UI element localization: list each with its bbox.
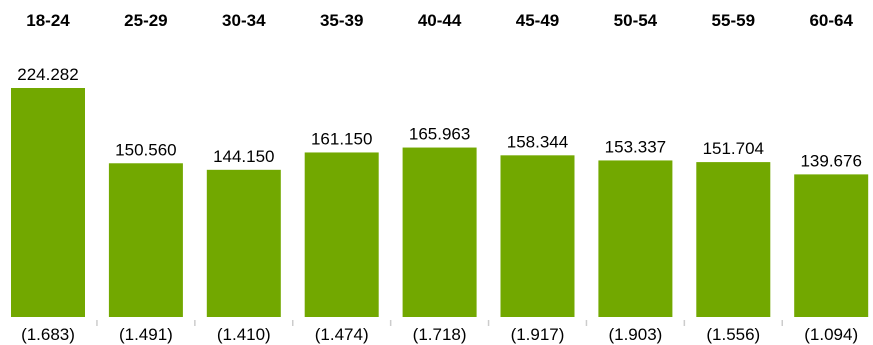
separators — [96, 320, 783, 326]
bar-25-29 — [108, 163, 183, 317]
category-label: 45-49 — [516, 11, 559, 30]
category-label: 18-24 — [26, 11, 70, 30]
secondary-label: (1.903) — [608, 325, 662, 344]
value-label: 153.337 — [605, 137, 666, 156]
secondary-label: (1.917) — [511, 325, 565, 344]
value-label: 144.150 — [213, 147, 274, 166]
value-label: 150.560 — [115, 140, 176, 159]
secondary-label: (1.491) — [119, 325, 173, 344]
value-label: 165.963 — [409, 125, 470, 144]
bar-40-44 — [402, 147, 477, 317]
secondary-label: (1.556) — [706, 325, 760, 344]
category-label: 55-59 — [712, 11, 755, 30]
secondary-label: (1.410) — [217, 325, 271, 344]
category-label: 35-39 — [320, 11, 363, 30]
secondary-label: (1.094) — [804, 325, 858, 344]
value-label: 158.344 — [507, 132, 568, 151]
category-label: 60-64 — [809, 11, 853, 30]
bar-35-39 — [304, 152, 379, 317]
category-label: 50-54 — [614, 11, 658, 30]
category-label: 40-44 — [418, 11, 462, 30]
bar-45-49 — [500, 155, 575, 317]
bars — [11, 88, 869, 317]
secondary-labels: (1.683) (1.491) (1.410) (1.474) (1.718) (1.91… — [21, 325, 858, 344]
value-label: 151.704 — [703, 139, 764, 158]
bar-18-24 — [11, 88, 85, 317]
category-labels: 18-24 25-29 30-34 35-39 40-44 45-49 50-54 55-59… — [26, 11, 853, 30]
value-label: 139.676 — [800, 151, 861, 170]
value-label: 224.282 — [17, 65, 78, 84]
bar-55-59 — [696, 162, 771, 317]
bar-50-54 — [598, 160, 673, 317]
value-labels: 224.282 150.560 144.150 161.150 165.963 158.3… — [17, 65, 862, 170]
secondary-label: (1.474) — [315, 325, 369, 344]
bar-30-34 — [206, 169, 281, 317]
secondary-label: (1.718) — [413, 325, 467, 344]
bar-60-64 — [794, 174, 869, 317]
secondary-label: (1.683) — [21, 325, 75, 344]
value-label: 161.150 — [311, 129, 372, 148]
category-label: 25-29 — [124, 11, 167, 30]
category-label: 30-34 — [222, 11, 266, 30]
